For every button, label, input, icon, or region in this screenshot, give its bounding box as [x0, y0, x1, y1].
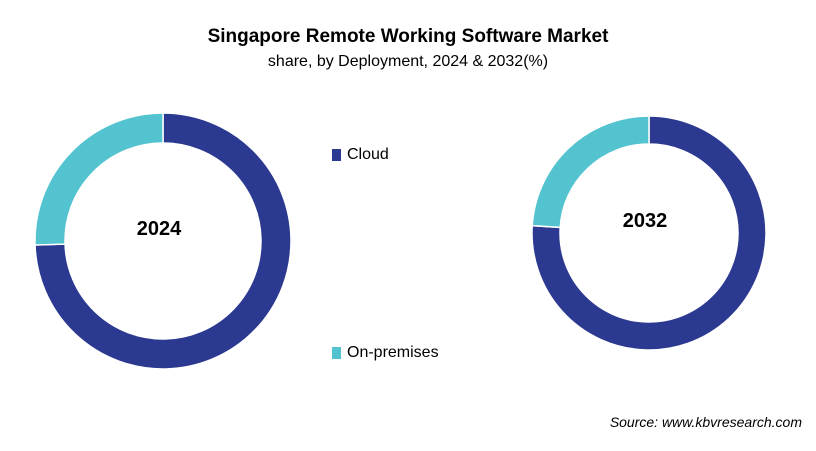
donut-center-label-2032: 2032 [623, 210, 668, 232]
donut-2032-slice-on-premises [531, 115, 650, 229]
source-note: Source: www.kbvresearch.com [609, 414, 802, 430]
legend-label-on-premises: On-premises [347, 344, 439, 361]
chart-title: Singapore Remote Working Software Market [207, 26, 609, 47]
legend-item-on-premises: On-premises [332, 344, 439, 362]
legend-swatch-cloud [332, 149, 341, 161]
donut-center-label-2024: 2024 [137, 218, 182, 240]
legend-label-cloud: Cloud [347, 146, 389, 163]
donut-2024-slice-cloud [34, 112, 292, 370]
legend-swatch-on-premises [332, 347, 341, 359]
legend-item-cloud: Cloud [332, 146, 389, 164]
chart-subtitle: share, by Deployment, 2024 & 2032(%) [267, 53, 549, 70]
donut-2024-slice-on-premises [34, 112, 164, 246]
donut-2032-slice-cloud [531, 115, 767, 351]
